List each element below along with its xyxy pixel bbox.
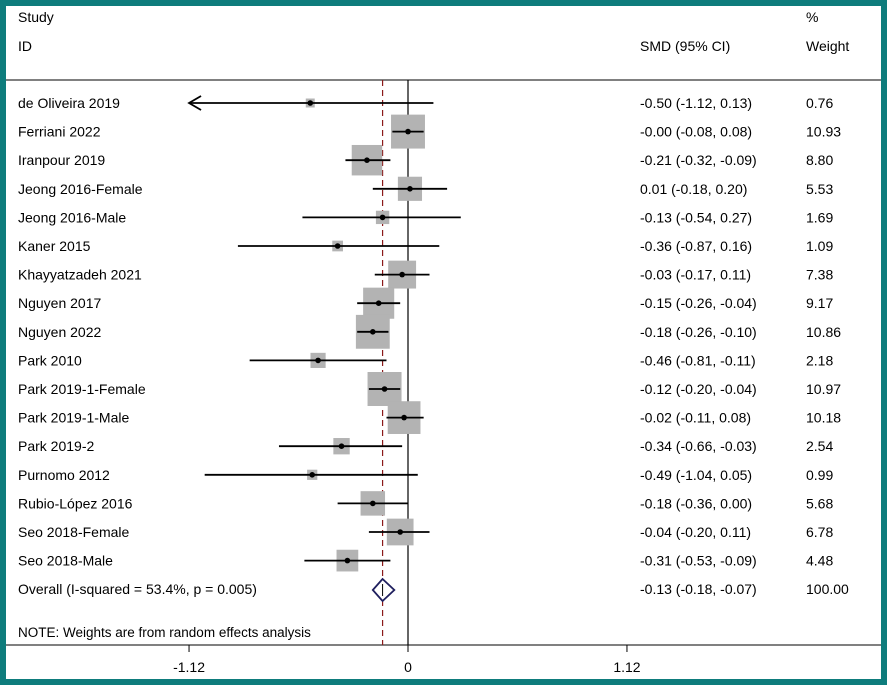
study-weight-text: 0.99 — [806, 467, 833, 483]
study-point-estimate — [334, 243, 341, 249]
study-point-estimate — [397, 529, 403, 535]
study-label: Park 2019-1-Male — [18, 410, 129, 426]
study-ci-text: -0.13 (-0.54, 0.27) — [640, 209, 752, 225]
study-weight-text: 10.86 — [806, 324, 841, 340]
x-tick-label: 1.12 — [613, 659, 640, 675]
study-label: Seo 2018-Female — [18, 524, 130, 540]
study-point-estimate — [405, 128, 411, 135]
study-weight-text: 0.76 — [806, 95, 833, 111]
study-label: Park 2010 — [18, 352, 82, 368]
header-weight: Weight — [806, 38, 849, 54]
study-point-estimate — [379, 214, 386, 221]
study-ci-text: -0.18 (-0.36, 0.00) — [640, 495, 752, 511]
header-percent: % — [806, 9, 818, 25]
note-text: NOTE: Weights are from random effects an… — [18, 625, 311, 640]
study-weight-text: 2.54 — [806, 438, 833, 454]
study-weight-text: 4.48 — [806, 553, 833, 569]
plot-layer — [187, 80, 628, 652]
overall-ci-text: -0.13 (-0.18, -0.07) — [640, 581, 757, 597]
study-ci-text: -0.18 (-0.26, -0.10) — [640, 324, 757, 340]
study-ci-text: -0.02 (-0.11, 0.08) — [640, 410, 751, 426]
study-ci-text: -0.36 (-0.87, 0.16) — [640, 238, 752, 254]
study-ci-text: -0.04 (-0.20, 0.11) — [640, 524, 751, 540]
study-label: Park 2019-2 — [18, 438, 94, 454]
study-label: Ferriani 2022 — [18, 124, 101, 140]
study-point-estimate — [381, 386, 388, 392]
study-weight-text: 2.18 — [806, 352, 833, 368]
study-point-estimate — [407, 186, 413, 192]
study-weight-text: 10.97 — [806, 381, 841, 397]
study-point-estimate — [338, 443, 345, 450]
study-point-estimate — [370, 329, 376, 335]
study-ci-text: -0.50 (-1.12, 0.13) — [640, 95, 752, 111]
x-tick-label: 0 — [404, 659, 412, 675]
overall-diamond — [371, 577, 396, 603]
overall-label: Overall (I-squared = 53.4%, p = 0.005) — [18, 581, 257, 597]
study-label: Nguyen 2017 — [18, 295, 102, 311]
study-ci-text: -0.21 (-0.32, -0.09) — [640, 152, 757, 168]
study-weight-text: 9.17 — [806, 295, 833, 311]
study-label: Park 2019-1-Female — [18, 381, 146, 397]
header-id: ID — [18, 38, 32, 54]
study-ci-text: -0.03 (-0.17, 0.11) — [640, 267, 751, 283]
study-ci-text: -0.31 (-0.53, -0.09) — [640, 553, 757, 569]
study-weight-text: 6.78 — [806, 524, 833, 540]
study-ci-text: -0.00 (-0.08, 0.08) — [640, 124, 752, 140]
study-point-estimate — [344, 557, 351, 564]
study-point-estimate — [315, 357, 321, 364]
study-ci-text: -0.12 (-0.20, -0.04) — [640, 381, 757, 397]
study-label: Rubio-López 2016 — [18, 495, 133, 511]
study-weight-text: 8.80 — [806, 152, 833, 168]
study-point-estimate — [401, 414, 407, 421]
ci-arrow-left — [187, 95, 202, 111]
x-tick-label: -1.12 — [173, 659, 205, 675]
study-ci-text: -0.49 (-1.04, 0.05) — [640, 467, 752, 483]
study-weight-text: 7.38 — [806, 267, 833, 283]
study-weight-text: 1.09 — [806, 238, 833, 254]
study-point-estimate — [370, 500, 376, 507]
study-label: Khayyatzadeh 2021 — [18, 267, 142, 283]
study-weight-text: 1.69 — [806, 209, 833, 225]
study-ci-text: -0.15 (-0.26, -0.04) — [640, 295, 757, 311]
study-weight-text: 10.93 — [806, 124, 841, 140]
study-point-estimate — [307, 100, 314, 106]
overall-weight-text: 100.00 — [806, 581, 849, 597]
study-label: Purnomo 2012 — [18, 467, 110, 483]
study-weight-text: 5.68 — [806, 495, 833, 511]
header-effect: SMD (95% CI) — [640, 38, 730, 54]
study-label: Kaner 2015 — [18, 238, 91, 254]
study-label: Seo 2018-Male — [18, 553, 113, 569]
study-weight-text: 10.18 — [806, 410, 841, 426]
study-point-estimate — [399, 271, 405, 278]
study-ci-text: 0.01 (-0.18, 0.20) — [640, 181, 747, 197]
study-ci-text: -0.46 (-0.81, -0.11) — [640, 352, 756, 368]
study-point-estimate — [364, 157, 370, 163]
study-label: Nguyen 2022 — [18, 324, 102, 340]
study-point-estimate — [375, 300, 382, 307]
study-label: Jeong 2016-Female — [18, 181, 143, 197]
study-label: Iranpour 2019 — [18, 152, 105, 168]
study-weight-text: 5.53 — [806, 181, 833, 197]
study-point-estimate — [309, 472, 316, 478]
study-label: Jeong 2016-Male — [18, 209, 126, 225]
study-ci-text: -0.34 (-0.66, -0.03) — [640, 438, 757, 454]
header-study: Study — [18, 9, 54, 25]
study-label: de Oliveira 2019 — [18, 95, 120, 111]
